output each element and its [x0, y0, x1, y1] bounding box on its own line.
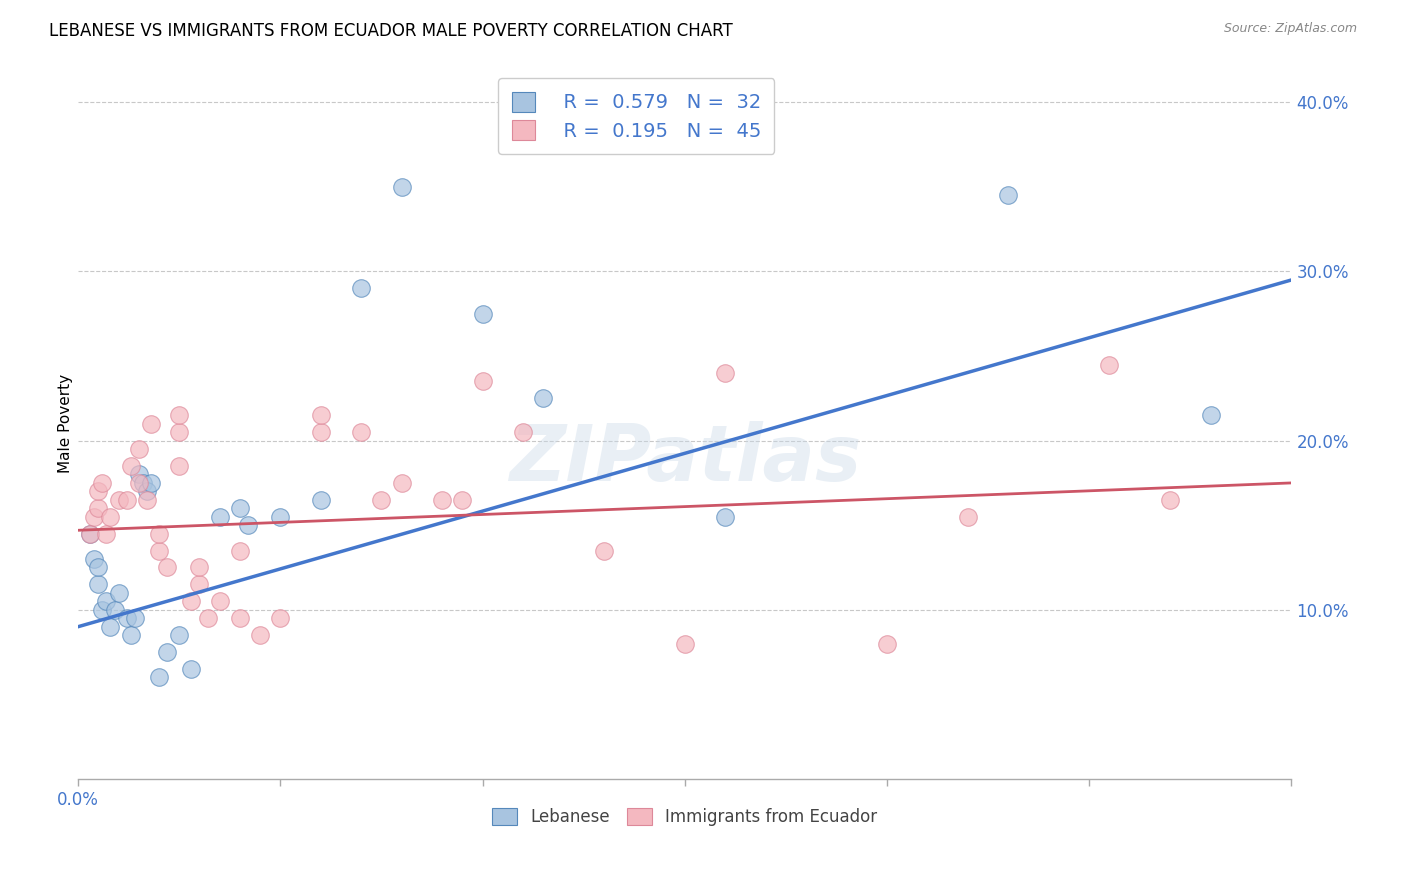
- Point: [115, 492, 138, 507]
- Point: [156, 645, 179, 659]
- Point: [100, 509, 122, 524]
- Point: [87, 484, 110, 499]
- Point: [997, 188, 1019, 202]
- Text: LEBANESE VS IMMIGRANTS FROM ECUADOR MALE POVERTY CORRELATION CHART: LEBANESE VS IMMIGRANTS FROM ECUADOR MALE…: [49, 22, 733, 40]
- Point: [139, 475, 162, 490]
- Point: [124, 611, 146, 625]
- Point: [430, 492, 453, 507]
- Point: [1098, 358, 1121, 372]
- Point: [87, 560, 110, 574]
- Text: Source: ZipAtlas.com: Source: ZipAtlas.com: [1223, 22, 1357, 36]
- Point: [471, 307, 494, 321]
- Point: [531, 392, 554, 406]
- Point: [128, 467, 150, 482]
- Point: [370, 492, 392, 507]
- Legend: Lebanese, Immigrants from Ecuador: Lebanese, Immigrants from Ecuador: [484, 800, 886, 835]
- Point: [167, 409, 190, 423]
- Point: [309, 492, 332, 507]
- Point: [229, 501, 252, 516]
- Point: [87, 501, 110, 516]
- Point: [135, 484, 157, 499]
- Point: [156, 560, 179, 574]
- Point: [115, 611, 138, 625]
- Point: [83, 509, 105, 524]
- Point: [79, 526, 101, 541]
- Point: [249, 628, 271, 642]
- Point: [208, 509, 231, 524]
- Point: [391, 180, 413, 194]
- Point: [87, 577, 110, 591]
- Point: [309, 409, 332, 423]
- Text: ZIPatlas: ZIPatlas: [509, 421, 860, 497]
- Point: [350, 281, 373, 295]
- Point: [135, 492, 157, 507]
- Point: [269, 611, 291, 625]
- Point: [1159, 492, 1181, 507]
- Point: [512, 425, 534, 440]
- Point: [229, 611, 252, 625]
- Point: [79, 526, 101, 541]
- Point: [96, 526, 118, 541]
- Point: [451, 492, 474, 507]
- Point: [132, 475, 155, 490]
- Point: [167, 425, 190, 440]
- Point: [714, 509, 737, 524]
- Point: [956, 509, 979, 524]
- Point: [91, 603, 114, 617]
- Point: [188, 577, 211, 591]
- Point: [229, 543, 252, 558]
- Point: [107, 492, 129, 507]
- Point: [139, 417, 162, 431]
- Point: [167, 458, 190, 473]
- Point: [593, 543, 616, 558]
- Point: [309, 425, 332, 440]
- Point: [269, 509, 291, 524]
- Point: [673, 637, 696, 651]
- Point: [100, 620, 122, 634]
- Point: [714, 366, 737, 380]
- Point: [148, 543, 170, 558]
- Point: [103, 603, 125, 617]
- Point: [148, 670, 170, 684]
- Point: [1199, 409, 1222, 423]
- Point: [180, 662, 202, 676]
- Point: [148, 526, 170, 541]
- Y-axis label: Male Poverty: Male Poverty: [58, 374, 73, 474]
- Point: [128, 475, 150, 490]
- Point: [83, 552, 105, 566]
- Point: [96, 594, 118, 608]
- Point: [350, 425, 373, 440]
- Point: [120, 458, 142, 473]
- Point: [876, 637, 898, 651]
- Point: [391, 475, 413, 490]
- Point: [188, 560, 211, 574]
- Point: [471, 375, 494, 389]
- Point: [208, 594, 231, 608]
- Point: [180, 594, 202, 608]
- Point: [167, 628, 190, 642]
- Point: [236, 518, 259, 533]
- Point: [197, 611, 219, 625]
- Point: [91, 475, 114, 490]
- Point: [120, 628, 142, 642]
- Point: [107, 586, 129, 600]
- Point: [128, 442, 150, 456]
